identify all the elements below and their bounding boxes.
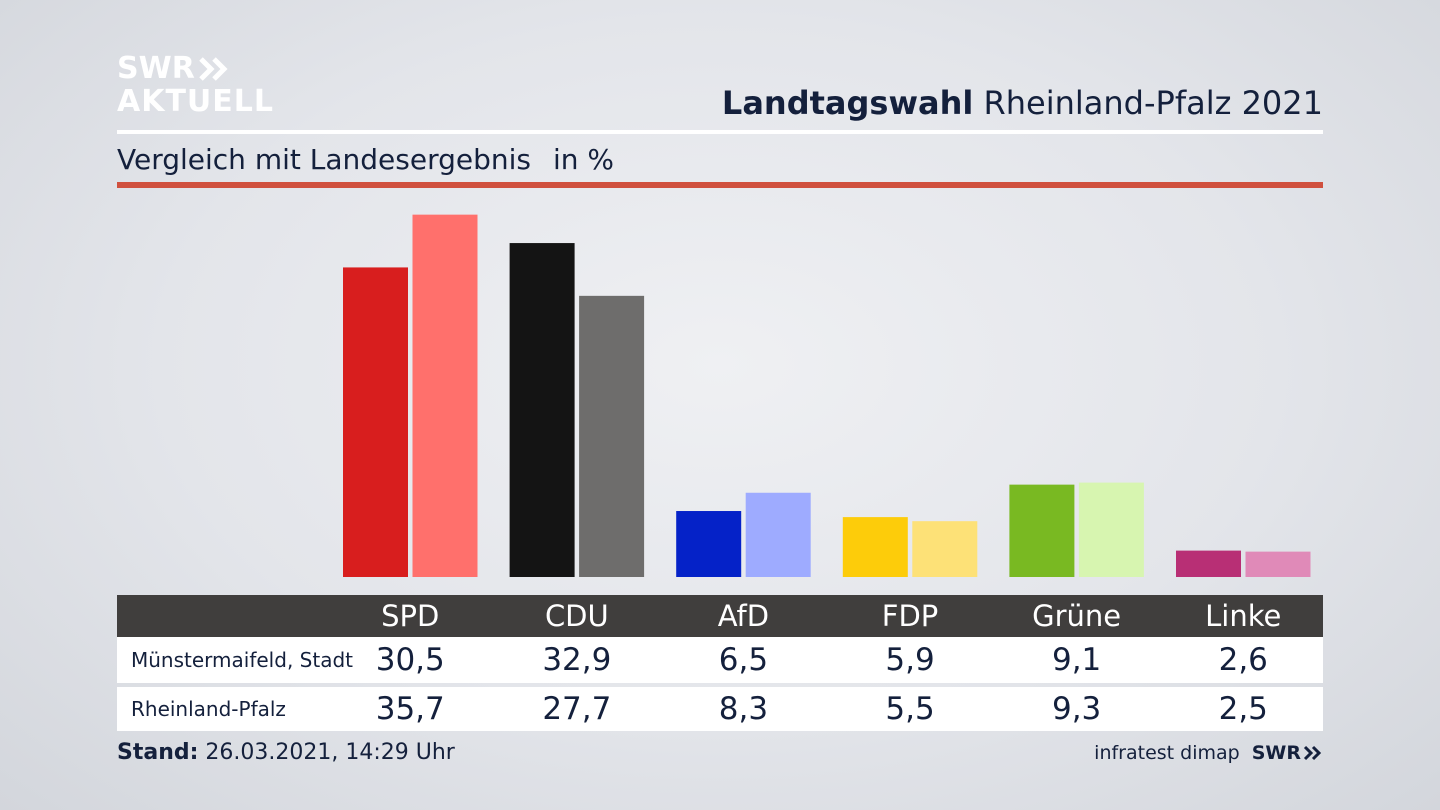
bar-fdp-series-0 [842,517,908,577]
logo-swr-text: SWR [117,51,195,86]
row-label: Rheinland-Pfalz [131,697,286,721]
table-row-rheinland-pfalz: Rheinland-Pfalz 35,7 27,7 8,3 5,5 9,3 2,5 [117,687,1323,731]
title-rest: Rheinland-Pfalz 2021 [983,84,1323,122]
chart-subtitle: Vergleich mit Landesergebnis in % [117,143,614,176]
source-credit: infratest dimap SWR [1094,742,1323,764]
bar-spd-series-1 [412,214,478,577]
double-chevron-icon [1303,745,1322,761]
value-linke-series-0: 2,6 [1218,642,1268,678]
title-bold: Landtagswahl [721,84,974,122]
bar-afd-series-0 [676,511,742,577]
table-row-muenstermaifeld: Münstermaifeld, Stadt 30,5 32,9 6,5 5,9 9,1 2… [117,637,1323,683]
bar-grne-series-0 [1009,484,1075,577]
table-header-row: SPD CDU AfD FDP Grüne Linke [117,595,1323,637]
source-text: infratest dimap [1094,742,1240,764]
logo-aktuell-text: AKTUELL [117,84,275,119]
footer-swr-logo: SWR [1252,742,1323,764]
column-header-fdp: FDP [881,599,939,633]
swr-aktuell-logo: SWR AKTUELL [117,52,274,118]
column-header-cdu: CDU [544,599,609,633]
stand-value: 26.03.2021, 14:29 Uhr [205,740,455,765]
page-title: Landtagswahl Rheinland-Pfalz 2021 [722,84,1323,122]
value-afd-series-1: 8,3 [718,691,769,727]
value-spd-series-1: 35,7 [375,691,445,727]
header-divider [117,130,1323,134]
value-fdp-series-0: 5,9 [885,642,935,678]
bar-afd-series-1 [745,492,811,577]
subtitle-unit: in % [552,143,615,176]
accent-divider [117,182,1323,188]
value-linke-series-1: 2,5 [1218,691,1268,727]
bar-linke-series-0 [1176,550,1241,577]
row-label: Münstermaifeld, Stadt [131,648,353,672]
stand-label: Stand: [117,740,199,765]
bar-fdp-series-1 [912,521,978,577]
bar-cdu-series-1 [579,295,645,577]
subtitle-text: Vergleich mit Landesergebnis [117,143,531,176]
results-table: SPD CDU AfD FDP Grüne Linke Münstermaifeld, S… [117,595,1323,731]
value-cdu-series-0: 32,9 [542,642,612,678]
bar-linke-series-1 [1245,551,1311,577]
value-grne-series-0: 9,1 [1051,642,1102,678]
value-spd-series-0: 30,5 [375,642,445,678]
column-header-grne: Grüne [1032,599,1122,633]
column-header-afd: AfD [717,599,770,633]
value-grne-series-1: 9,3 [1051,691,1102,727]
bar-spd-series-0 [343,267,408,577]
column-header-linke: Linke [1205,599,1282,633]
value-fdp-series-1: 5,5 [885,691,935,727]
bar-grne-series-1 [1078,482,1144,577]
timestamp: Stand: 26.03.2021, 14:29 Uhr [117,740,455,765]
footer-swr-text: SWR [1251,742,1301,764]
double-chevron-icon [199,56,228,81]
value-cdu-series-1: 27,7 [542,691,612,727]
column-header-spd: SPD [381,599,440,633]
bar-cdu-series-0 [509,243,575,577]
value-afd-series-0: 6,5 [718,642,769,678]
